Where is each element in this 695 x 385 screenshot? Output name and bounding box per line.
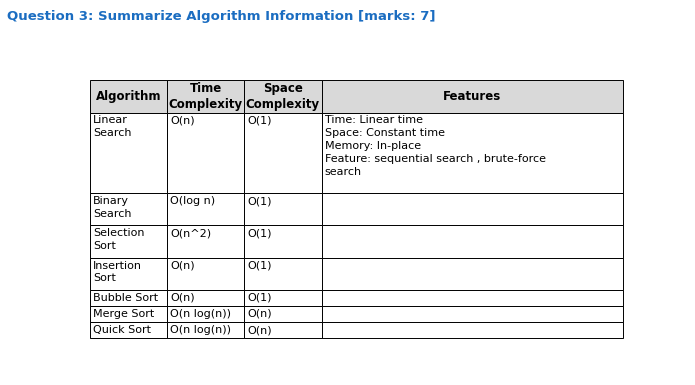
Bar: [322, 258, 623, 290]
Text: Algorithm: Algorithm: [95, 90, 161, 103]
Bar: [244, 193, 322, 225]
Bar: [322, 225, 623, 258]
Text: O(1): O(1): [247, 228, 272, 238]
Bar: [90, 80, 167, 112]
Text: Merge Sort: Merge Sort: [93, 309, 154, 319]
Text: O(n): O(n): [247, 325, 272, 335]
Text: O(n log(n)): O(n log(n)): [170, 325, 231, 335]
Bar: [322, 112, 623, 193]
Text: O(n log(n)): O(n log(n)): [170, 309, 231, 319]
Bar: [90, 112, 167, 193]
Bar: [244, 112, 322, 193]
Bar: [90, 290, 167, 306]
Bar: [167, 258, 244, 290]
Bar: [167, 112, 244, 193]
Text: O(log n): O(log n): [170, 196, 215, 206]
Bar: [244, 80, 322, 112]
Bar: [167, 193, 244, 225]
Text: Question 3: Summarize Algorithm Information [marks: 7]: Question 3: Summarize Algorithm Informat…: [7, 10, 436, 23]
Bar: [167, 306, 244, 322]
Bar: [90, 306, 167, 322]
Bar: [167, 290, 244, 306]
Text: O(1): O(1): [247, 116, 272, 126]
Text: O(n): O(n): [170, 293, 195, 303]
Text: Features: Features: [443, 90, 501, 103]
Text: Linear
Search: Linear Search: [93, 116, 131, 138]
Text: Time: Linear time
Space: Constant time
Memory: In-place
Feature: sequential sear: Time: Linear time Space: Constant time M…: [325, 116, 546, 177]
Bar: [90, 322, 167, 338]
Text: Time
Complexity: Time Complexity: [168, 82, 243, 111]
Text: Bubble Sort: Bubble Sort: [93, 293, 158, 303]
Bar: [244, 290, 322, 306]
Text: Space
Complexity: Space Complexity: [246, 82, 320, 111]
Bar: [244, 225, 322, 258]
Text: O(n): O(n): [170, 116, 195, 126]
Text: O(1): O(1): [247, 261, 272, 271]
Bar: [244, 322, 322, 338]
Text: O(1): O(1): [247, 196, 272, 206]
Bar: [322, 322, 623, 338]
Text: O(n): O(n): [247, 309, 272, 319]
Text: O(n): O(n): [170, 261, 195, 271]
Bar: [167, 322, 244, 338]
Text: Quick Sort: Quick Sort: [93, 325, 151, 335]
Text: Selection
Sort: Selection Sort: [93, 228, 145, 251]
Text: Binary
Search: Binary Search: [93, 196, 131, 219]
Bar: [322, 306, 623, 322]
Text: O(n^2): O(n^2): [170, 228, 211, 238]
Text: Insertion
Sort: Insertion Sort: [93, 261, 142, 283]
Bar: [90, 225, 167, 258]
Bar: [90, 258, 167, 290]
Bar: [322, 290, 623, 306]
Bar: [90, 193, 167, 225]
Bar: [322, 80, 623, 112]
Bar: [167, 225, 244, 258]
Bar: [167, 80, 244, 112]
Bar: [322, 193, 623, 225]
Text: O(1): O(1): [247, 293, 272, 303]
Bar: [244, 258, 322, 290]
Bar: [244, 306, 322, 322]
